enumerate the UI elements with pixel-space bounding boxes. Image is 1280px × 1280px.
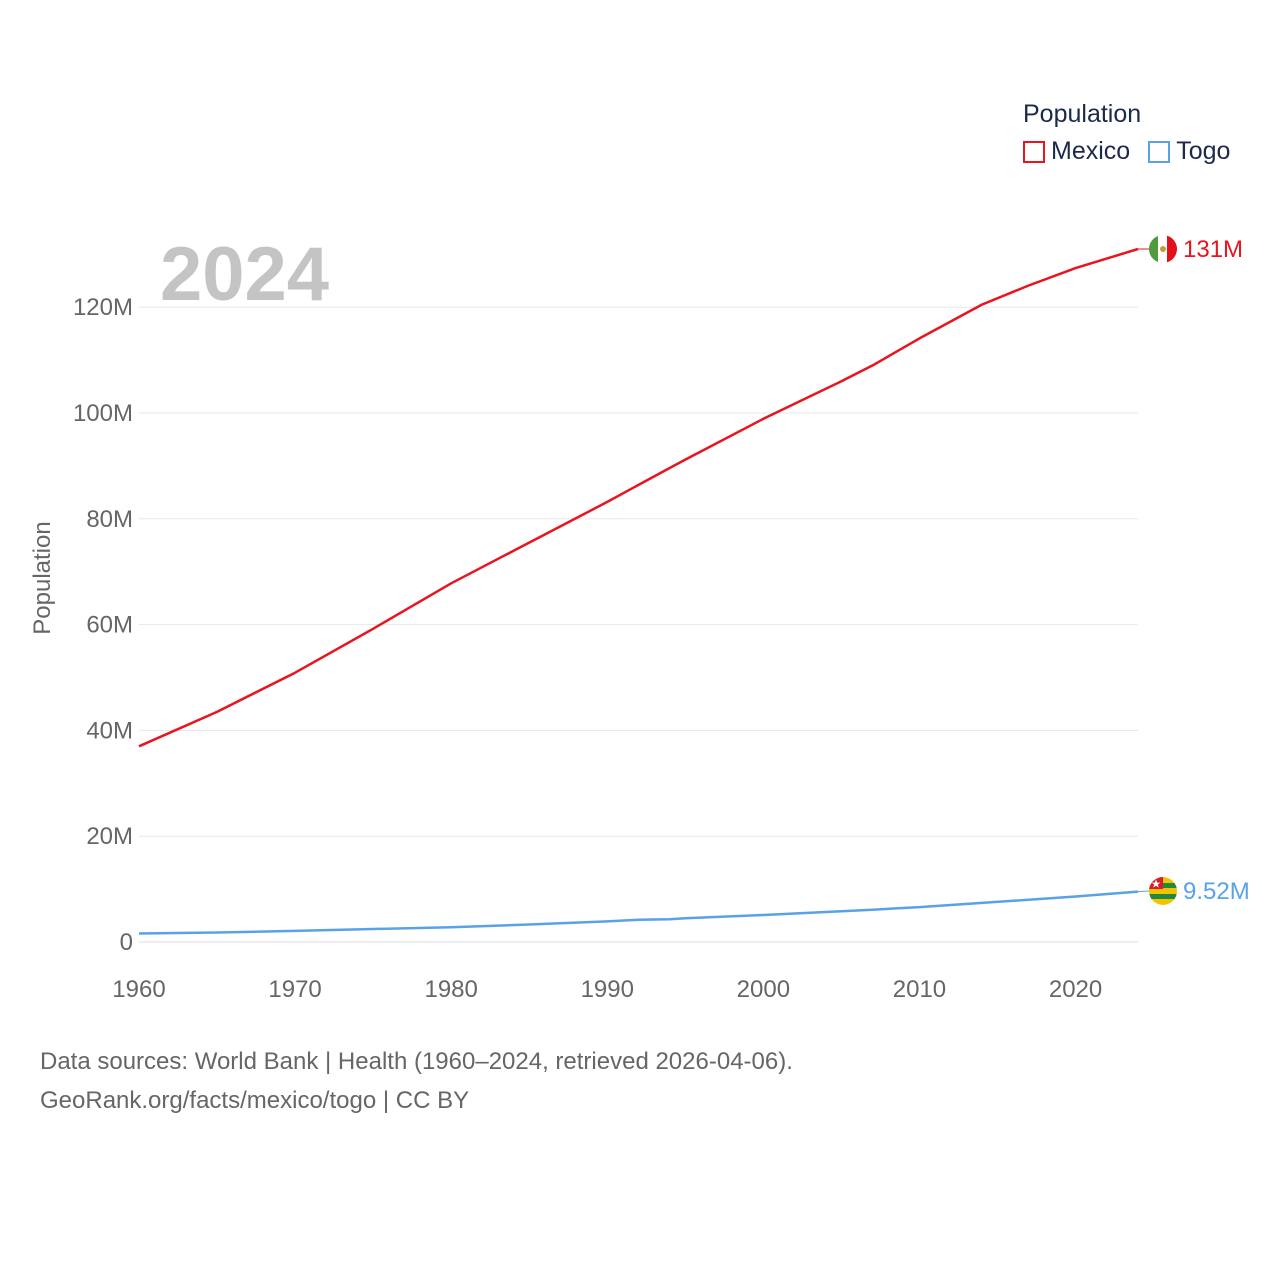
y-axis-title: Population bbox=[29, 521, 56, 634]
x-tick-label: 1990 bbox=[581, 976, 634, 1003]
source-link-text[interactable]: GeoRank.org/facts/mexico/togo | CC BY bbox=[40, 1087, 470, 1114]
x-tick-label: 1970 bbox=[268, 976, 321, 1003]
legend-swatch-mexico bbox=[1023, 140, 1045, 163]
y-tick-label: 0 bbox=[120, 929, 133, 956]
end-value-label-mexico: 131M bbox=[1183, 236, 1243, 263]
x-tick-label: 2000 bbox=[737, 976, 790, 1003]
legend-item-togo[interactable]: Togo bbox=[1148, 137, 1230, 166]
togo-flag-icon bbox=[1149, 877, 1177, 905]
footer: Data sources: World Bank | Health (1960–… bbox=[40, 1042, 793, 1120]
y-tick-label: 40M bbox=[86, 717, 133, 744]
legend-swatch-togo bbox=[1148, 140, 1171, 163]
x-tick-label: 2020 bbox=[1049, 976, 1102, 1003]
end-connector-togo bbox=[1137, 890, 1150, 893]
series-line-togo[interactable] bbox=[138, 890, 1139, 935]
series-line-mexico[interactable] bbox=[138, 247, 1139, 748]
y-tick-label: 60M bbox=[86, 612, 133, 639]
legend: Population Mexico Togo bbox=[1023, 100, 1230, 166]
mexico-flag-icon bbox=[1149, 235, 1177, 263]
end-value-label-togo: 9.52M bbox=[1183, 878, 1250, 905]
legend-label-mexico: Mexico bbox=[1051, 137, 1131, 165]
legend-label-togo: Togo bbox=[1176, 137, 1231, 165]
x-tick-label: 1960 bbox=[112, 976, 165, 1003]
legend-item-mexico[interactable]: Mexico bbox=[1023, 137, 1130, 166]
x-tick-label: 2010 bbox=[893, 976, 946, 1003]
x-tick-label: 1980 bbox=[424, 976, 477, 1003]
y-tick-label: 120M bbox=[73, 294, 133, 321]
population-line-chart: 0 20M 40M 60M 80M 100M 120M 1960 1970 1980 1990 20… bbox=[29, 232, 1250, 1003]
year-label: 2024 bbox=[160, 232, 329, 317]
y-tick-label: 20M bbox=[86, 823, 133, 850]
y-tick-label: 80M bbox=[86, 506, 133, 533]
legend-title: Population bbox=[1023, 100, 1142, 128]
data-source-text: Data sources: World Bank | Health (1960–… bbox=[40, 1048, 793, 1075]
y-tick-label: 100M bbox=[73, 400, 133, 427]
